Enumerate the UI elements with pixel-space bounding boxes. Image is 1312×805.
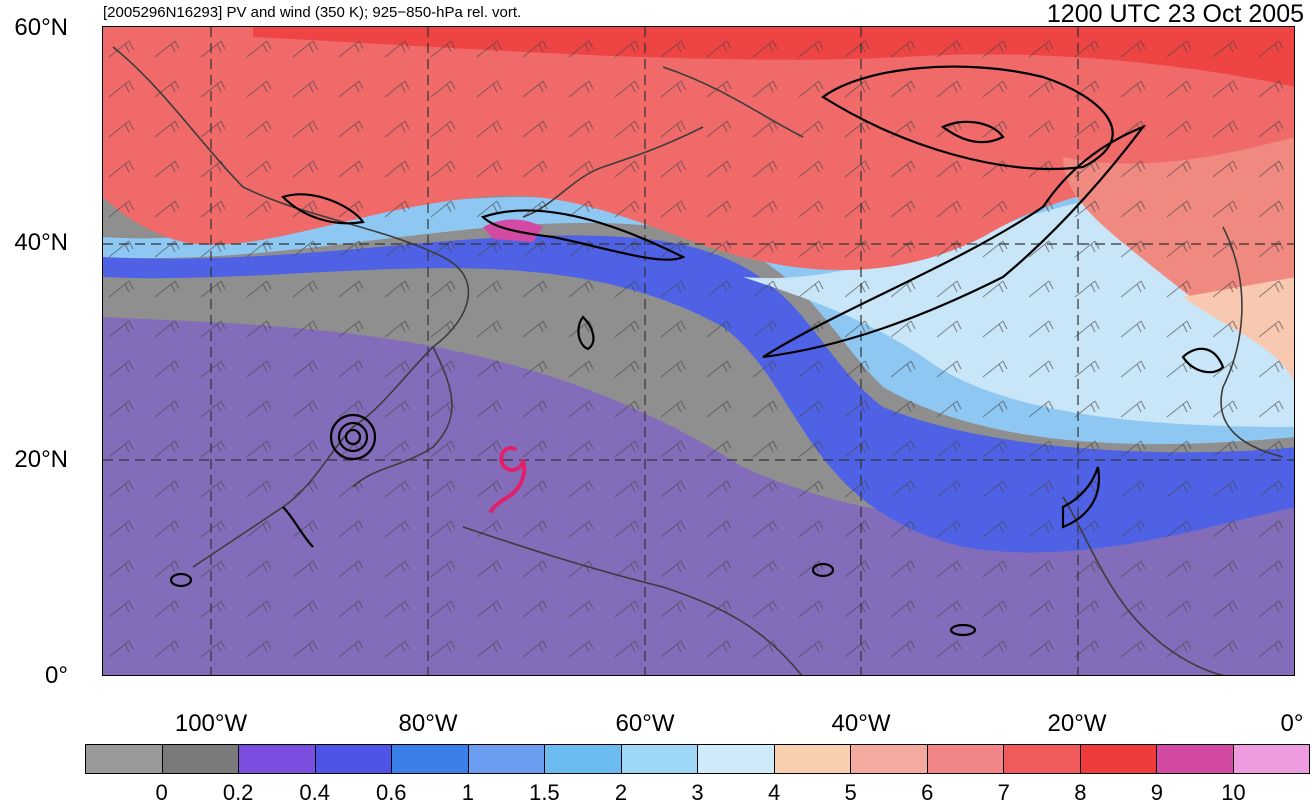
colorbar-tick-label: 0.6 <box>375 780 407 805</box>
pv-colorbar <box>85 744 1310 774</box>
colorbar-tick-label: 9 <box>1150 780 1163 805</box>
coastlines <box>112 46 1284 675</box>
colorbar-box <box>1233 745 1309 773</box>
colorbar-tick-label: 1.5 <box>529 780 560 805</box>
colorbar-box <box>621 745 698 773</box>
wind-barbs <box>103 27 1294 675</box>
colorbar-box <box>698 745 775 773</box>
colorbar-box <box>86 745 163 773</box>
lon-label: 40°W <box>831 710 891 737</box>
colorbar-tick-label: 6 <box>921 780 934 805</box>
colorbar-box <box>774 745 851 773</box>
valid-time: 1200 UTC 23 Oct 2005 <box>1046 0 1304 28</box>
pv-map-svg <box>103 27 1294 675</box>
map-panel <box>102 26 1295 676</box>
lon-label: 0° <box>1280 710 1304 737</box>
lat-label: 20°N <box>14 446 68 473</box>
colorbar-tick-label: 0.2 <box>222 780 254 805</box>
colorbar-box <box>927 745 1004 773</box>
colorbar-tick-label: 1 <box>461 780 474 805</box>
colorbar-tick-label: 8 <box>1074 780 1087 805</box>
lon-label: 60°W <box>615 710 675 737</box>
lon-label: 100°W <box>174 710 248 737</box>
lat-label: 60°N <box>14 14 68 41</box>
lat-label: 40°N <box>14 229 68 256</box>
lat-label: 0° <box>45 662 68 689</box>
colorbar-box <box>392 745 469 773</box>
colorbar-box <box>315 745 392 773</box>
colorbar-box <box>1157 745 1234 773</box>
vorticity-contours <box>169 65 1225 637</box>
colorbar-tick-label: 0.4 <box>299 780 330 805</box>
colorbar-tick-label: 3 <box>691 780 704 805</box>
colorbar-box <box>239 745 316 773</box>
colorbar-box <box>851 745 928 773</box>
colorbar-box <box>1004 745 1081 773</box>
colorbar-tick-label: 4 <box>767 780 781 805</box>
colorbar-box <box>545 745 622 773</box>
colorbar-tick-label: 0 <box>155 780 168 805</box>
colorbar-tick-label: 2 <box>614 780 628 805</box>
tropical-cyclone-icon <box>489 446 527 513</box>
colorbar-tick-label: 10 <box>1221 780 1246 805</box>
colorbar-box <box>468 745 545 773</box>
colorbar-box <box>1080 745 1157 773</box>
colorbar-box <box>162 745 239 773</box>
graticule <box>103 27 1294 675</box>
lon-label: 20°W <box>1047 710 1107 737</box>
colorbar-tick-label: 5 <box>844 780 857 805</box>
case-label: [2005296N16293] PV and wind (350 K); 925… <box>103 4 522 21</box>
colorbar-tick-label: 7 <box>997 780 1010 805</box>
lon-label: 80°W <box>398 710 458 737</box>
